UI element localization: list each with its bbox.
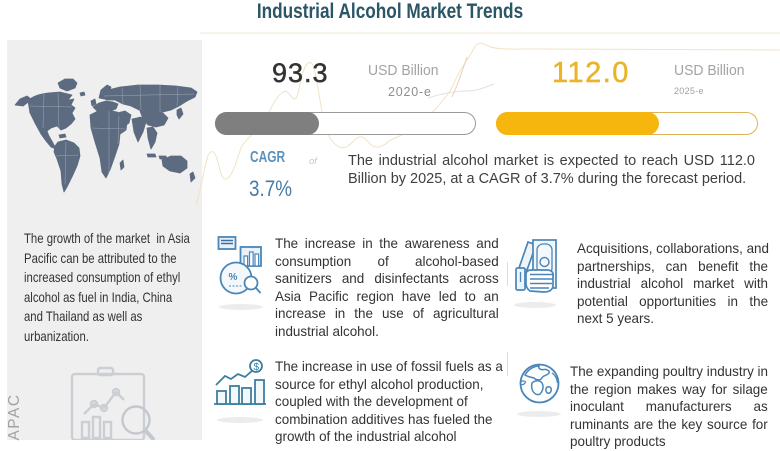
svg-text:%: % [229,272,238,283]
svg-text:$: $ [254,362,260,373]
